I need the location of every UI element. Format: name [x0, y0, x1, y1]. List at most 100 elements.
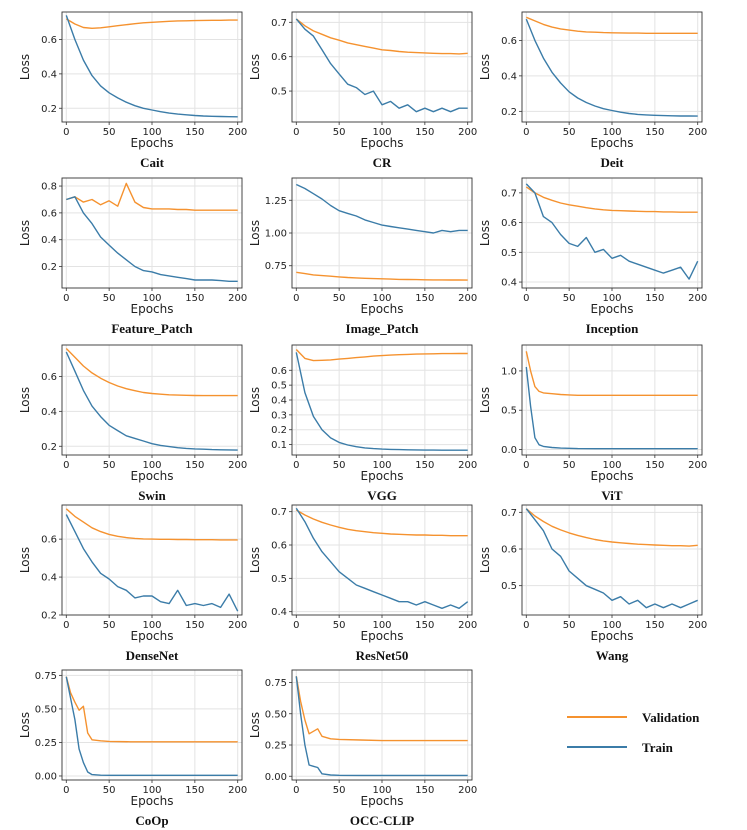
x-tick-label: 150: [185, 460, 204, 471]
x-tick-label: 150: [415, 785, 434, 796]
y-tick-label: 0.6: [41, 35, 57, 46]
y-tick-label: 0.00: [265, 772, 287, 783]
x-axis-label: Epochs: [131, 136, 174, 150]
x-tick-label: 100: [372, 127, 391, 138]
x-axis-label: Epochs: [591, 629, 634, 643]
x-tick-label: 0: [63, 460, 69, 471]
x-tick-label: 200: [688, 127, 707, 138]
chart-occ-clip: 0 50 100 150 200 0.00 0.25 0.50 0.75 Epochs Loss OC…: [248, 669, 477, 828]
y-axis-label: Loss: [18, 220, 32, 246]
panel-title: CR: [373, 155, 392, 170]
panel-title: Feature_Patch: [111, 321, 193, 336]
y-tick-label: 0.7: [501, 188, 517, 199]
y-tick-label: 0.4: [41, 235, 57, 246]
y-axis-label: Loss: [478, 54, 492, 80]
x-tick-label: 100: [372, 785, 391, 796]
panel-title: Wang: [596, 648, 629, 663]
series-line-validation: [66, 182, 238, 211]
series-line-validation: [295, 349, 468, 362]
x-axis-label: Epochs: [361, 302, 404, 316]
x-axis-label: Epochs: [131, 629, 174, 643]
series-line-validation: [65, 508, 238, 541]
y-tick-label: 0.6: [271, 366, 287, 377]
x-tick-label: 200: [228, 785, 247, 796]
x-tick-label: 50: [333, 127, 346, 138]
y-tick-label: 0.4: [41, 407, 57, 418]
x-tick-label: 0: [293, 127, 299, 138]
x-axis-label: Epochs: [131, 794, 174, 808]
panel-title: Image_Patch: [346, 321, 420, 336]
x-tick-label: 150: [185, 620, 204, 631]
series-line-validation: [65, 348, 238, 397]
y-tick-label: 0.4: [271, 396, 287, 407]
y-axis-label: Loss: [18, 547, 32, 573]
series-line-train: [525, 183, 699, 280]
x-tick-label: 0: [63, 293, 69, 304]
series-line-train: [65, 351, 238, 451]
x-tick-label: 100: [142, 460, 161, 471]
y-tick-label: 1.25: [265, 196, 287, 207]
x-tick-label: 50: [333, 460, 346, 471]
x-axis-label: Epochs: [591, 469, 634, 483]
y-tick-label: 0.6: [271, 52, 287, 63]
y-tick-label: 0.2: [41, 262, 57, 273]
x-tick-label: 100: [602, 127, 621, 138]
chart-deit: 0 50 100 150 200 0.2 0.4 0.6 Epochs Loss Deit: [478, 11, 707, 170]
series-line-validation: [525, 186, 698, 213]
y-tick-label: 0.5: [501, 248, 517, 259]
x-tick-label: 100: [602, 293, 621, 304]
x-tick-label: 200: [458, 293, 477, 304]
series-line-train: [295, 676, 468, 777]
x-tick-label: 150: [185, 785, 204, 796]
series-line-validation: [295, 509, 468, 537]
chart-vgg: 0 50 100 150 200 0.1 0.2 0.3 0.4 0.5 0.6 Epochs Loss…: [248, 344, 477, 503]
chart-cr: 0 50 100 150 200 0.5 0.6 0.7 Epochs Loss CR: [248, 11, 477, 170]
x-axis-label: Epochs: [131, 469, 174, 483]
legend-validation-label: Validation: [642, 710, 700, 725]
panel-title: VGG: [367, 488, 397, 503]
chart-inception: 0 50 100 150 200 0.4 0.5 0.6 0.7 Epochs Loss Incept…: [478, 177, 707, 336]
chart-wang: 0 50 100 150 200 0.5 0.6 0.7 Epochs Loss Wang: [478, 504, 707, 663]
y-tick-label: 0.5: [271, 87, 287, 98]
series-line-train: [525, 508, 698, 609]
x-tick-label: 0: [293, 293, 299, 304]
y-tick-label: 0.2: [501, 107, 517, 118]
y-tick-label: 0.25: [35, 738, 57, 749]
panel-title: Cait: [140, 155, 165, 170]
x-tick-label: 100: [142, 785, 161, 796]
x-tick-label: 150: [415, 127, 434, 138]
chart-image-patch: 0 50 100 150 200 0.75 1.00 1.25 Epochs Loss Image_…: [248, 177, 477, 336]
y-tick-label: 0.0: [501, 445, 517, 456]
y-tick-label: 0.4: [41, 573, 57, 584]
y-tick-label: 0.3: [271, 410, 287, 421]
x-tick-label: 200: [688, 460, 707, 471]
panel-title: ViT: [601, 488, 623, 503]
x-axis-label: Epochs: [361, 136, 404, 150]
x-tick-label: 150: [415, 460, 434, 471]
panel-title: ResNet50: [356, 648, 409, 663]
y-tick-label: 0.75: [35, 671, 57, 682]
x-tick-label: 0: [293, 620, 299, 631]
x-tick-label: 50: [103, 293, 116, 304]
y-tick-label: 0.7: [271, 507, 287, 518]
series-line-train: [66, 196, 238, 282]
y-tick-label: 0.2: [41, 611, 57, 622]
y-tick-label: 0.50: [265, 709, 287, 720]
x-tick-label: 200: [688, 293, 707, 304]
y-tick-label: 0.00: [35, 771, 57, 782]
y-axis-label: Loss: [478, 220, 492, 246]
x-tick-label: 0: [63, 620, 69, 631]
y-axis-label: Loss: [248, 547, 262, 573]
series-line-train: [525, 18, 698, 117]
y-axis-label: Loss: [248, 712, 262, 738]
y-tick-label: 0.2: [41, 442, 57, 453]
y-tick-label: 0.6: [501, 218, 517, 229]
x-tick-label: 0: [63, 127, 69, 138]
y-tick-label: 0.2: [41, 104, 57, 115]
series-line-train: [295, 18, 468, 113]
series-line-train: [65, 15, 238, 118]
y-tick-label: 0.4: [501, 71, 517, 82]
panel-title: CoOp: [135, 813, 168, 828]
x-tick-label: 200: [228, 293, 247, 304]
